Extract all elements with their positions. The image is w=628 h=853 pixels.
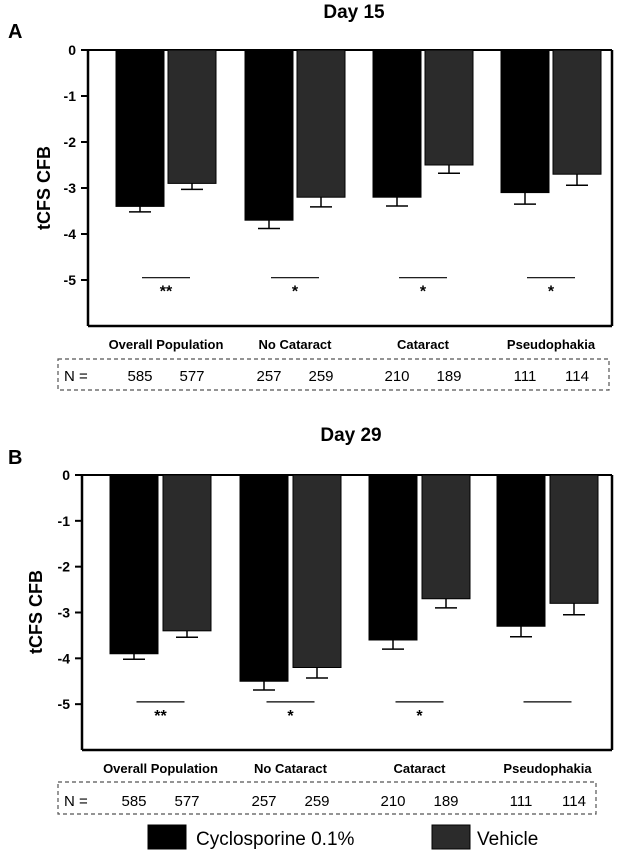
- legend-label-2: Vehicle: [477, 829, 538, 850]
- panel-a-n-label: N =: [64, 368, 88, 385]
- panel-a-letter: A: [8, 21, 22, 43]
- panel-b-title: Day 29: [320, 425, 381, 446]
- panel-b-n-value: 189: [433, 793, 458, 810]
- panel-b-y-axis-label: tCFS CFB: [26, 570, 46, 654]
- panel-b-n-value: 577: [174, 793, 199, 810]
- panel-a-significance-marker: *: [548, 284, 555, 301]
- panel-a-n-value: 189: [436, 368, 461, 385]
- panel-a-tick-label: -1: [64, 88, 77, 104]
- panel-b-category-label: No Cataract: [254, 761, 328, 776]
- panel-a-bar: [424, 49, 474, 166]
- panel-b-bar: [368, 474, 418, 641]
- panel-a-category-label: Cataract: [397, 337, 450, 352]
- panel-b-tick-label: -5: [58, 696, 71, 712]
- panel-b-bar: [292, 474, 342, 668]
- panel-b-bar: [239, 474, 289, 682]
- panel-a-n-value: 257: [256, 368, 281, 385]
- panel-a-tick-label: 0: [68, 42, 76, 58]
- panel-b-n-value: 210: [380, 793, 405, 810]
- panel-b-bar: [109, 474, 159, 655]
- panel-a-bar: [500, 49, 550, 194]
- panel-a-tick-label: -3: [64, 180, 77, 196]
- panel-a-bar: [115, 49, 165, 207]
- panel-b-n-box: [57, 781, 597, 815]
- panel-b-significance-marker: **: [154, 708, 167, 725]
- panel-b-tick-label: -2: [58, 559, 71, 575]
- panel-a-y-axis-label: tCFS CFB: [34, 146, 54, 230]
- panel-b-tick-label: -4: [58, 650, 71, 666]
- panel-a-n-value: 259: [308, 368, 333, 385]
- panel-b-n-value: 114: [562, 793, 586, 810]
- legend-swatch-2: [431, 824, 471, 850]
- panel-a-n-value: 585: [127, 368, 152, 385]
- panel-b-category-label: Overall Population: [103, 761, 218, 776]
- panel-b-bar: [162, 474, 212, 632]
- panel-b-bar: [549, 474, 599, 604]
- panel-a-category-label: No Cataract: [259, 337, 333, 352]
- panel-a-bar: [372, 49, 422, 198]
- panel-b-tick-label: 0: [62, 467, 70, 483]
- panel-b-significance-marker: *: [287, 708, 294, 725]
- panel-b-bar: [421, 474, 471, 600]
- panel-b-tick-label: -3: [58, 605, 71, 621]
- panel-a-n-box: [57, 358, 610, 391]
- panel-a-bar: [296, 49, 346, 198]
- panel-a-n-value: 210: [384, 368, 409, 385]
- panel-a-n-value: 577: [179, 368, 204, 385]
- panel-b-n-value: 111: [510, 793, 533, 810]
- panel-a-tick-label: -2: [64, 134, 77, 150]
- panel-a-tick-label: -4: [64, 226, 77, 242]
- panel-a-significance-marker: *: [420, 284, 427, 301]
- panel-a-tick-label: -5: [64, 272, 77, 288]
- panel-a-title: Day 15: [323, 2, 385, 23]
- panel-b-n-value: 257: [251, 793, 276, 810]
- panel-b-significance-marker: *: [416, 708, 423, 725]
- panel-a-bar: [167, 49, 217, 184]
- panel-b-letter: B: [8, 447, 22, 469]
- panel-a-n-value: 111: [514, 368, 537, 385]
- legend-label-1: Cyclosporine 0.1%: [196, 829, 355, 850]
- legend-swatch-1: [147, 824, 187, 850]
- panel-b-bar: [496, 474, 546, 627]
- panel-b-tick-label: -1: [58, 513, 71, 529]
- panel-a-bar: [552, 49, 602, 175]
- panel-b-n-value: 585: [121, 793, 146, 810]
- panel-b-n-label: N =: [64, 793, 88, 810]
- panel-b-n-value: 259: [304, 793, 329, 810]
- panel-a-category-label: Pseudophakia: [507, 337, 596, 352]
- panel-a-significance-marker: *: [292, 284, 299, 301]
- panel-a-n-value: 114: [565, 368, 589, 385]
- panel-a-significance-marker: **: [160, 284, 173, 301]
- panel-a-category-label: Overall Population: [109, 337, 224, 352]
- panel-b-category-label: Pseudophakia: [503, 761, 592, 776]
- panel-a-bar: [244, 49, 294, 221]
- panel-b-category-label: Cataract: [393, 761, 446, 776]
